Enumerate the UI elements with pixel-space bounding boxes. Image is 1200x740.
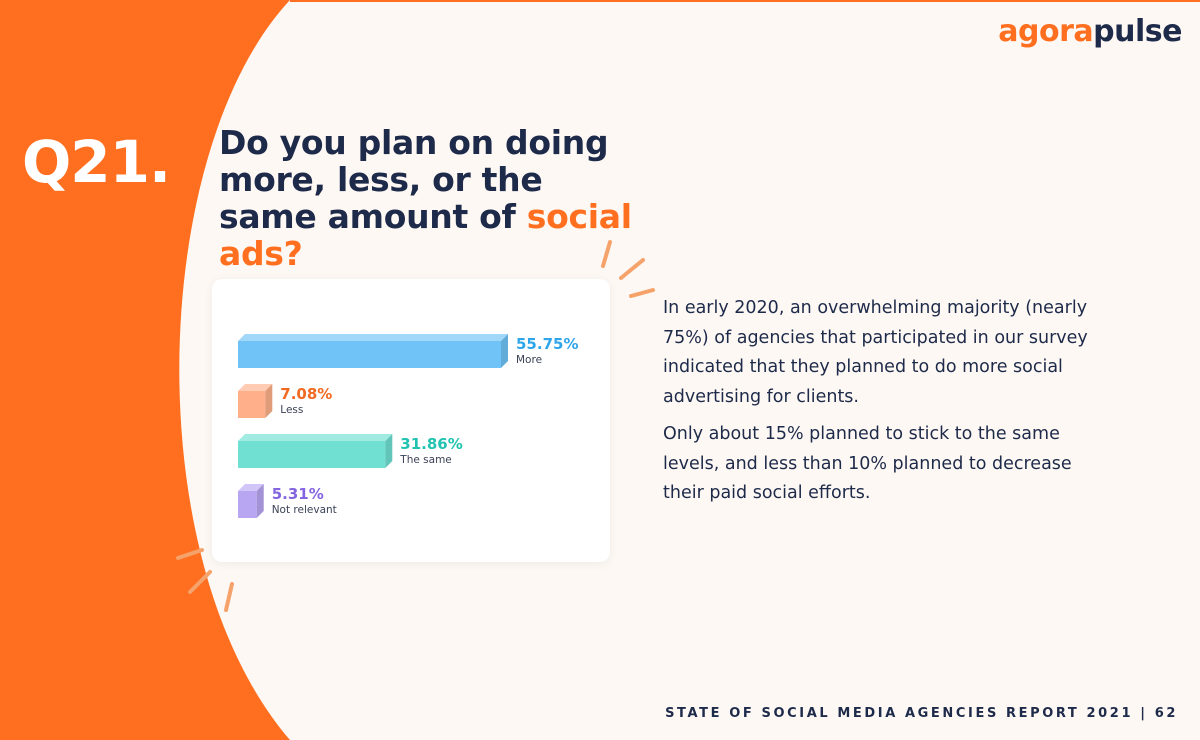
data-label-value: 31.86%	[400, 435, 462, 453]
question-number: Q21.	[22, 128, 171, 196]
body-paragraph-1: In early 2020, an overwhelming majority …	[663, 298, 1088, 407]
bar-the-same	[238, 434, 393, 468]
bar-more	[238, 334, 508, 368]
data-label-value: 55.75%	[516, 335, 578, 353]
question-title-text: Do you plan on doing more, less, or the …	[219, 123, 609, 236]
category-label: Not relevant	[272, 504, 337, 516]
question-title-highlight: social ads?	[219, 197, 632, 273]
category-label: More	[516, 354, 542, 366]
category-label: Less	[280, 404, 303, 416]
agorapulse-logo: agorapulse	[998, 14, 1182, 49]
report-footer: STATE OF SOCIAL MEDIA AGENCIES REPORT 20…	[665, 706, 1178, 721]
data-label-value: 5.31%	[272, 485, 324, 503]
sparkle-decoration-bottom	[176, 548, 234, 612]
chart-card: 55.75% More 7.08% Less 31.86% The same 5.31% No…	[212, 279, 610, 562]
sparkle-decoration-top	[601, 240, 655, 298]
bar-not-relevant	[238, 484, 264, 518]
body-paragraph-2: Only about 15% planned to stick to the s…	[663, 424, 1072, 503]
data-label-value: 7.08%	[280, 385, 332, 403]
bar-less	[238, 384, 273, 418]
category-label: The same	[399, 454, 451, 466]
question-title: Do you plan on doing more, less, or the …	[219, 124, 639, 272]
bar-chart: 55.75%More 7.08%Less 31.86%The same 5.31%No…	[238, 334, 578, 518]
body-text: In early 2020, an overwhelming majority …	[663, 294, 1108, 517]
